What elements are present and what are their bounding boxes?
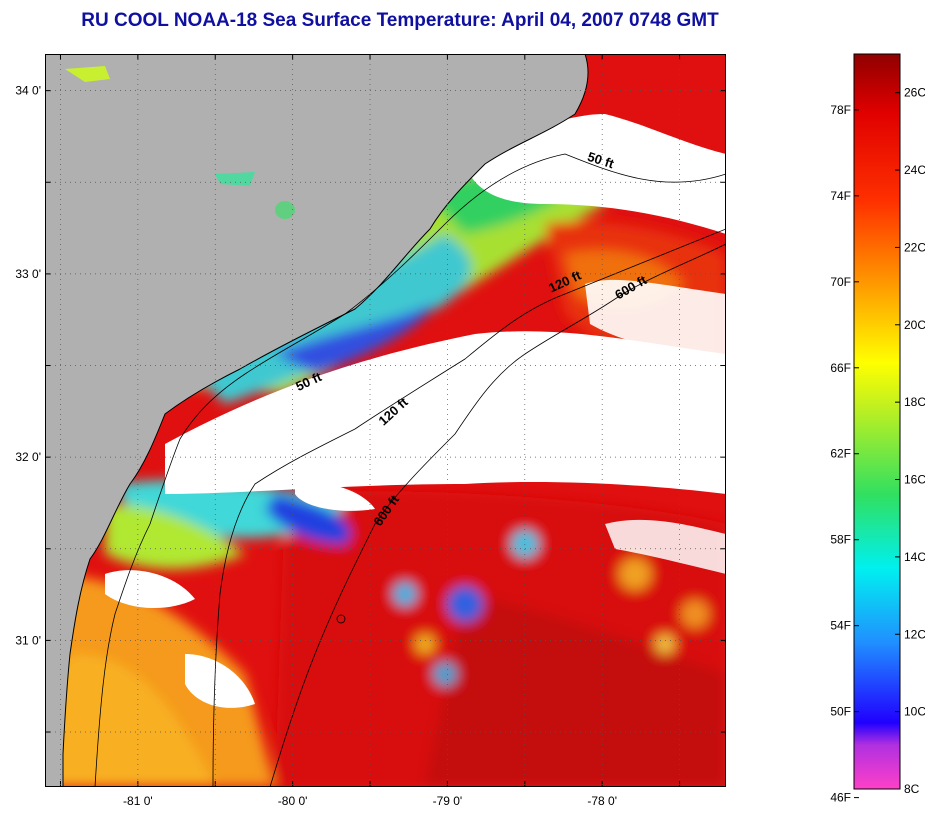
lat-tick-label: 33 0' <box>15 267 41 281</box>
celsius-label: 24C <box>904 163 925 177</box>
fahrenheit-label: 46F <box>830 791 851 805</box>
fahrenheit-label: 58F <box>830 533 851 547</box>
contour-600ft <box>269 243 726 787</box>
celsius-label: 16C <box>904 473 925 487</box>
fahrenheit-label: 70F <box>830 275 851 289</box>
contour-50ft <box>94 153 726 787</box>
celsius-label: 14C <box>904 550 925 564</box>
celsius-label: 10C <box>904 705 925 719</box>
inland-lake <box>215 172 255 186</box>
colorbar-ticks: 26C 24C 22C 20C 18C 16C 14C 12C 10C 8C 78F 74F 70F 66… <box>830 86 926 805</box>
graticule <box>45 54 726 787</box>
map-title: RU COOL NOAA-18 Sea Surface Temperature:… <box>81 10 719 31</box>
celsius-label: 20C <box>904 318 925 332</box>
fahrenheit-label: 78F <box>830 103 851 117</box>
colorbar-svg: 26C 24C 22C 20C 18C 16C 14C 12C 10C 8C 78F 74F 70F 66… <box>830 53 926 805</box>
lon-tick-label: -80 0' <box>278 794 308 808</box>
station-marker <box>336 614 346 624</box>
celsius-label: 26C <box>904 86 925 100</box>
fahrenheit-label: 74F <box>830 189 851 203</box>
inland-lake <box>275 201 295 219</box>
lat-tick-label: 32 0' <box>15 450 41 464</box>
contour-120ft <box>212 228 726 787</box>
celsius-label: 12C <box>904 627 925 641</box>
cloud-mask <box>105 114 726 708</box>
celsius-label: 22C <box>904 240 925 254</box>
lon-tick-label: -78 0' <box>587 794 617 808</box>
celsius-label: 18C <box>904 395 925 409</box>
fahrenheit-label: 54F <box>830 619 851 633</box>
sst-map-svg: 50 ft 50 ft 120 ft 120 ft 600 ft 600 ft <box>45 54 726 787</box>
map-frame <box>45 54 726 787</box>
sst-map: 50 ft 50 ft 120 ft 120 ft 600 ft 600 ft <box>45 54 726 787</box>
colorbar: 26C 24C 22C 20C 18C 16C 14C 12C 10C 8C 78F 74F 70F 66… <box>815 48 926 818</box>
inland-lake <box>65 66 110 82</box>
land-mass <box>45 54 588 787</box>
celsius-label: 8C <box>904 782 920 796</box>
colorbar-gradient <box>853 53 901 790</box>
fahrenheit-label: 66F <box>830 361 851 375</box>
fahrenheit-label: 50F <box>830 705 851 719</box>
lat-tick-label: 34 0' <box>15 84 41 98</box>
fahrenheit-label: 62F <box>830 447 851 461</box>
coastline <box>62 54 589 787</box>
lat-tick-label: 31 0' <box>15 633 41 647</box>
lon-tick-label: -79 0' <box>433 794 463 808</box>
lon-tick-label: -81 0' <box>123 794 153 808</box>
